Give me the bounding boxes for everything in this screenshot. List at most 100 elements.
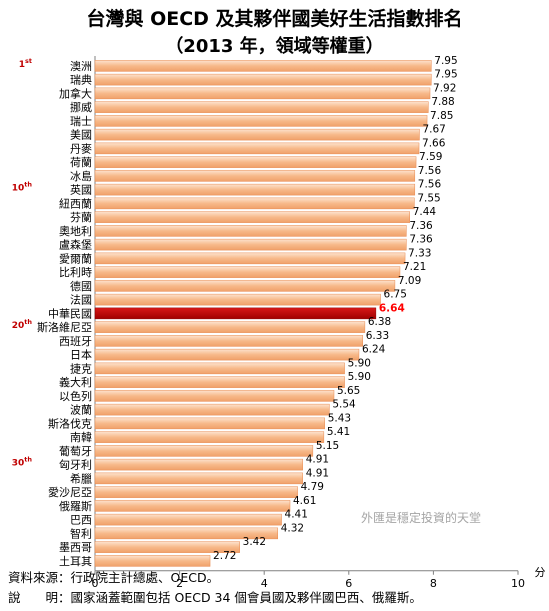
category-label: 瑞典 (70, 73, 92, 87)
value-label: 6.75 (384, 289, 407, 301)
bar (94, 266, 401, 278)
value-label: 7.33 (408, 247, 431, 259)
bar (94, 142, 420, 155)
rank-marker: 20th (12, 318, 33, 331)
note-text: 國家涵蓋範圍包括 OECD 34 個會員國及夥伴國巴西、俄羅斯。 (70, 590, 422, 605)
category-label: 冰島 (70, 169, 92, 183)
bar (94, 348, 360, 361)
source-note: 資料來源：行政院主計總處、OECD。 (8, 567, 219, 586)
category-label: 南韓 (70, 431, 92, 444)
x-tick-label: 4 (261, 577, 268, 590)
bar (94, 321, 366, 333)
category-label: 澳洲 (70, 60, 92, 73)
bar (94, 156, 417, 168)
x-tick-label: 0 (92, 577, 99, 590)
bar (94, 541, 240, 553)
rank-marker: 30th (12, 456, 33, 469)
x-unit-label: 分 (535, 566, 546, 579)
source-label: 資料來源： (8, 570, 71, 585)
value-label: 5.65 (337, 385, 360, 397)
bar (94, 486, 298, 498)
value-label: 7.88 (431, 96, 454, 108)
bar (94, 128, 420, 141)
category-label: 美國 (70, 129, 92, 142)
value-label: 7.92 (433, 82, 456, 94)
value-label: 7.09 (398, 275, 421, 287)
value-label: 5.54 (332, 399, 356, 411)
bar (94, 500, 291, 512)
bar (94, 170, 416, 182)
bar (94, 197, 415, 210)
value-label: 7.44 (413, 206, 437, 218)
category-label: 斯洛維尼亞 (37, 320, 92, 334)
explanation-note: 說 明：國家涵蓋範圍包括 OECD 34 個會員國及夥伴國巴西、俄羅斯。 (8, 587, 422, 606)
bar (94, 417, 325, 430)
bar (94, 390, 335, 402)
bar (94, 335, 364, 347)
bar (94, 472, 303, 485)
value-label: 7.56 (418, 165, 442, 177)
note-label: 說 明： (8, 590, 71, 605)
bar (94, 445, 314, 457)
category-label: 愛沙尼亞 (48, 486, 92, 499)
category-label: 加拿大 (59, 86, 92, 100)
category-label: 捷克 (70, 361, 92, 375)
watermark: 外匯是穩定投資的天堂 (361, 510, 481, 525)
bar (94, 87, 431, 100)
category-label: 丹麥 (70, 142, 92, 155)
value-label: 7.36 (409, 220, 433, 232)
category-label: 以色列 (59, 389, 92, 403)
value-label: 7.59 (419, 151, 442, 163)
category-label: 奧地利 (59, 225, 92, 238)
value-label: 5.43 (328, 412, 351, 424)
value-label: 6.38 (368, 316, 391, 328)
bar (94, 555, 211, 567)
value-label: 5.90 (348, 357, 371, 369)
category-label: 中華民國 (48, 307, 92, 320)
value-label: 7.55 (417, 192, 440, 204)
category-label: 希臘 (70, 471, 92, 485)
category-label: 比利時 (59, 266, 92, 279)
category-label: 法國 (70, 293, 92, 307)
rank-marker: 1st (19, 57, 32, 70)
value-label: 5.15 (316, 440, 339, 452)
bar (94, 252, 406, 265)
bar (94, 431, 325, 443)
value-label: 2.72 (213, 550, 236, 562)
category-label: 俄羅斯 (59, 500, 92, 513)
value-label: 4.91 (306, 467, 329, 479)
bar (94, 362, 345, 375)
source-text: 行政院主計總處、OECD。 (70, 570, 220, 585)
chart-subtitle: （2013 年，領域等權重） (165, 36, 384, 57)
value-label: 5.41 (327, 426, 350, 438)
category-label: 斯洛伐克 (48, 416, 92, 430)
value-label: 5.90 (348, 371, 371, 383)
value-label: 7.56 (418, 179, 442, 191)
x-tick-label: 2 (176, 577, 183, 590)
category-label: 智利 (70, 526, 92, 540)
bar (94, 513, 282, 526)
value-label: 7.21 (403, 261, 426, 273)
category-label: 葡萄牙 (59, 445, 92, 458)
value-label: 4.79 (301, 481, 324, 493)
bar (94, 376, 345, 388)
value-label: 7.95 (434, 69, 457, 81)
category-label: 波蘭 (70, 404, 92, 417)
category-label: 挪威 (70, 100, 92, 114)
bar (94, 183, 416, 196)
bar (94, 293, 381, 306)
value-label: 7.36 (409, 234, 433, 246)
bar (94, 211, 410, 223)
value-label: 6.33 (366, 330, 389, 342)
value-label: 6.24 (362, 344, 386, 356)
category-label: 盧森堡 (59, 238, 92, 252)
category-label: 愛爾蘭 (59, 252, 92, 265)
value-label: 7.67 (422, 124, 445, 136)
bar (94, 60, 432, 72)
category-label: 土耳其 (59, 555, 92, 568)
category-label: 日本 (70, 348, 92, 362)
highlight-bar (94, 307, 377, 320)
category-label: 德國 (70, 279, 92, 293)
value-label: 4.32 (281, 522, 304, 534)
